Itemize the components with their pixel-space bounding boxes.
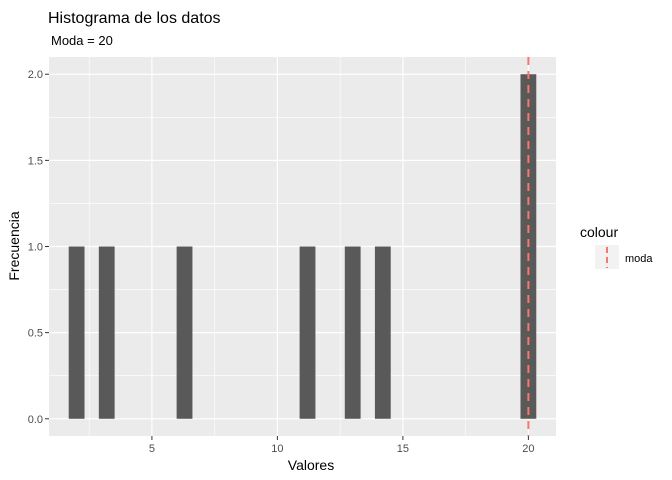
y-tick-label: 1.5 (28, 155, 43, 167)
y-tick-label: 0.0 (28, 414, 43, 426)
histogram-bar (374, 246, 391, 419)
legend-entry-moda: moda (625, 253, 653, 265)
y-axis-title: Frecuencia (6, 211, 22, 280)
x-tick-label: 5 (149, 443, 155, 455)
histogram-bar (68, 246, 85, 419)
x-tick-label: 10 (271, 443, 283, 455)
x-tick-label: 15 (397, 443, 409, 455)
histogram-bar (176, 246, 193, 419)
y-tick-label: 1.0 (28, 242, 43, 254)
histogram-bar (98, 246, 115, 419)
x-axis-title: Valores (288, 457, 334, 473)
y-tick-label: 2.0 (28, 69, 43, 81)
chart-title: Histograma de los datos (48, 10, 221, 27)
chart-subtitle: Moda = 20 (51, 33, 113, 48)
x-tick-label: 20 (522, 443, 534, 455)
legend-title: colour (580, 224, 618, 240)
axis-ticks: 5 10 15 20 0.0 0.5 1.0 1.5 2.0 (28, 69, 535, 455)
histogram-bar (299, 246, 316, 419)
y-tick-label: 0.5 (28, 328, 43, 340)
histogram-bar (344, 246, 361, 419)
legend: colour moda (580, 224, 653, 269)
